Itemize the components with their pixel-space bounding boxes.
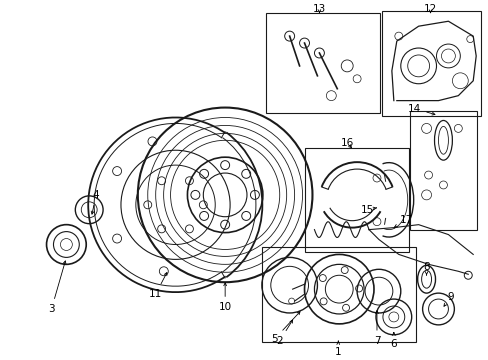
Text: 12: 12 xyxy=(423,4,436,14)
Bar xyxy=(262,247,415,342)
Text: 2: 2 xyxy=(276,320,292,346)
Text: 5: 5 xyxy=(271,312,300,344)
Bar xyxy=(304,148,408,252)
Text: 10: 10 xyxy=(218,283,231,312)
Text: 15: 15 xyxy=(360,205,376,215)
Text: 3: 3 xyxy=(48,261,66,314)
Text: 9: 9 xyxy=(443,292,453,306)
Text: 8: 8 xyxy=(423,262,429,275)
Text: 6: 6 xyxy=(390,333,396,349)
Text: 17: 17 xyxy=(394,215,412,227)
Text: 7: 7 xyxy=(373,311,380,346)
Bar xyxy=(265,13,379,113)
Text: 1: 1 xyxy=(334,341,341,357)
Text: 13: 13 xyxy=(312,4,325,14)
Text: 14: 14 xyxy=(407,104,434,115)
Text: 11: 11 xyxy=(149,273,166,299)
Bar xyxy=(381,11,480,116)
Text: 16: 16 xyxy=(340,138,353,148)
Text: 4: 4 xyxy=(91,190,99,214)
Bar xyxy=(409,111,476,230)
